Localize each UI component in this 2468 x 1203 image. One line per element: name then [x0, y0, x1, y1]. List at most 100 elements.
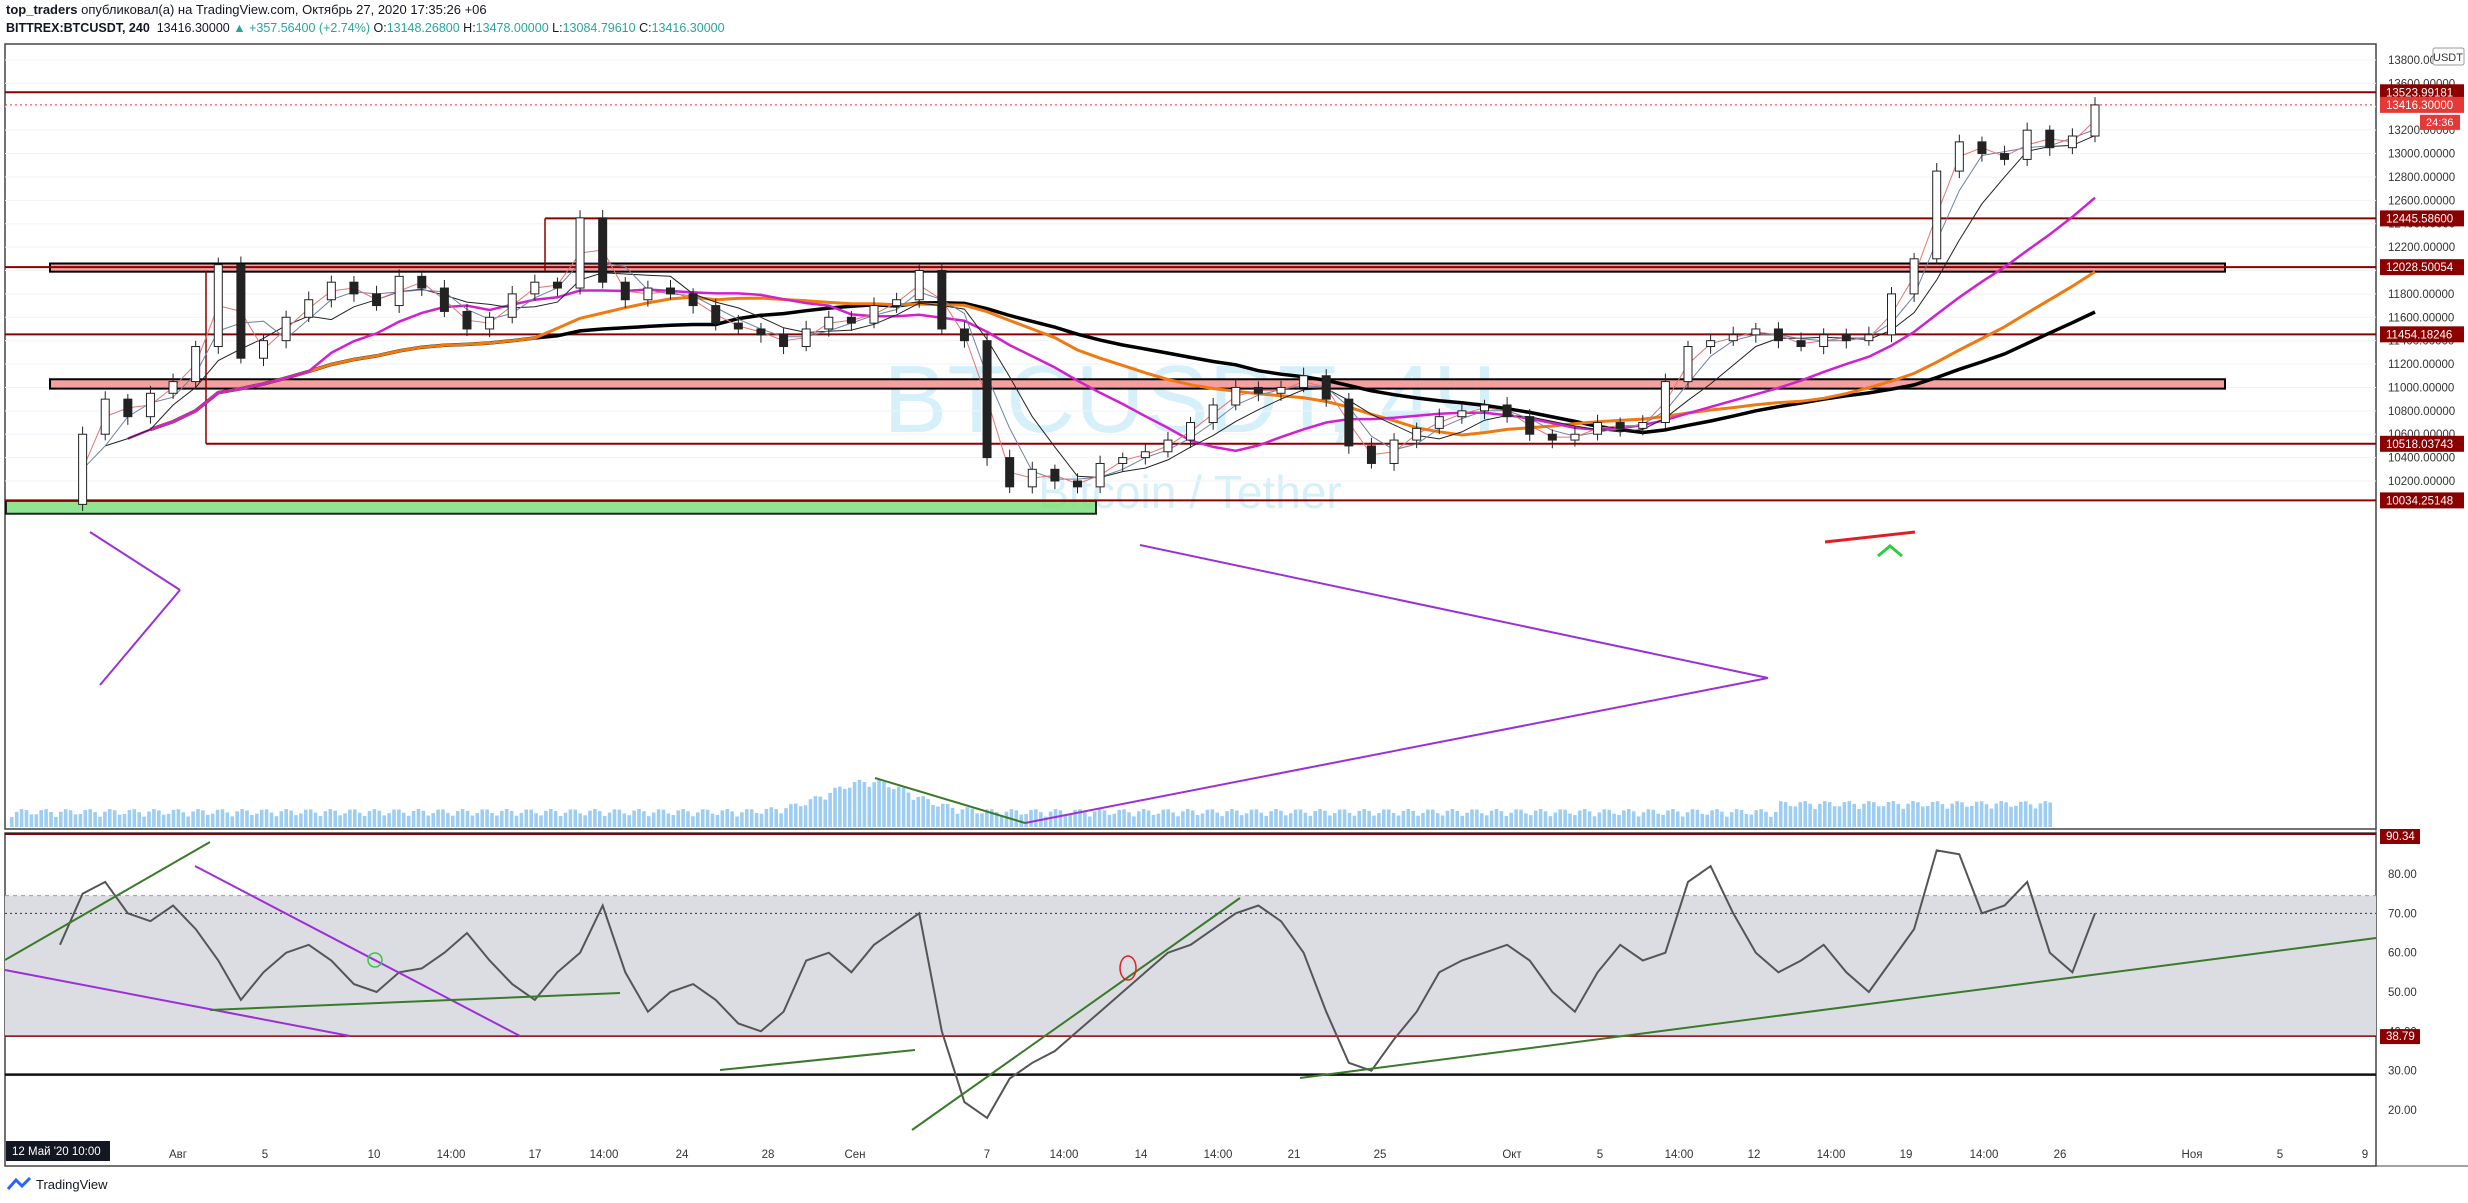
level-badge-label: 12445.58600 [2386, 213, 2453, 225]
volume-bar [583, 815, 587, 827]
price-tick-label: 13000.00000 [2388, 149, 2455, 161]
candle-body [100, 398, 110, 435]
volume-bar [916, 796, 921, 827]
volume-bar [1230, 809, 1234, 827]
candle-body [1728, 334, 1738, 342]
rsi-badge [2380, 829, 2420, 844]
volume-bar [715, 814, 720, 827]
candle-body [666, 287, 675, 295]
volume-bar [1102, 810, 1107, 827]
candle-body [326, 281, 336, 301]
volume-bar [1533, 810, 1538, 827]
rsi-trend-green [719, 1049, 916, 1071]
volume-bar [852, 782, 857, 827]
volume-bar [1509, 812, 1513, 827]
volume-bar [720, 810, 725, 827]
volume-bar [382, 815, 386, 827]
volume-bar [681, 809, 685, 827]
trend-line-red [1824, 530, 1916, 544]
volume-bar [112, 810, 117, 827]
volume-bar [1646, 809, 1651, 827]
volume-bar [1514, 809, 1518, 827]
volume-bar [1220, 816, 1224, 827]
rsi-axis[interactable]: 20.0030.0040.0050.0060.0070.0080.0038.79… [2380, 829, 2420, 1117]
candle-body [1366, 445, 1376, 464]
volume-bar [406, 815, 411, 827]
tradingview-logo[interactable]: TradingView [6, 1176, 108, 1192]
volume-bar [1117, 809, 1121, 827]
volume-bar [451, 815, 455, 827]
volume-bar [274, 816, 279, 827]
volume-bar [970, 808, 974, 827]
symbol-label[interactable]: BITTREX:BTCUSDT, 240 [6, 21, 150, 35]
volume-bar [1538, 809, 1543, 827]
rsi-band [5, 895, 2376, 1037]
currency-badge[interactable] [2432, 47, 2465, 66]
volume-bar [1239, 815, 1244, 827]
volume-bar [1666, 810, 1670, 827]
time-tick-label: Ноя [2182, 1149, 2203, 1161]
volume-bar [157, 810, 161, 827]
volume-bar [1097, 809, 1102, 827]
level-badge-label: 11454.18246 [2386, 329, 2452, 341]
volume-bar [1166, 809, 1170, 827]
volume-bar [808, 799, 813, 827]
volume-bar [588, 810, 592, 827]
volume-bar [1979, 801, 1984, 827]
volume-bar [1925, 806, 1930, 827]
volume-bar [921, 796, 925, 827]
volume-bar [607, 812, 612, 827]
volume-bar [1671, 809, 1675, 827]
volume-bar [1200, 813, 1205, 827]
candle-body [937, 270, 947, 330]
volume-bar [999, 816, 1004, 827]
time-tick-label: Сен [844, 1149, 865, 1161]
time-tick-label: 28 [762, 1149, 775, 1161]
volume-bar [1137, 811, 1141, 827]
volume-bar [1029, 809, 1033, 827]
volume-bar [931, 805, 935, 827]
candle-body [1321, 375, 1331, 400]
volume-bar [906, 792, 911, 827]
volume-bar [240, 809, 244, 827]
candle-body [123, 398, 133, 418]
volume-bar [1264, 815, 1268, 827]
candle-body [1887, 293, 1896, 336]
volume-bar [784, 808, 788, 827]
volume-bar [529, 809, 533, 827]
author-name[interactable]: top_traders [6, 2, 78, 17]
candle-body [2090, 104, 2100, 137]
volume-bar [1151, 814, 1156, 827]
price-candles [78, 97, 2100, 511]
volume-bar [2004, 802, 2008, 827]
rsi-tick-label: 70.00 [2388, 908, 2417, 920]
price-axis[interactable]: 10200.0000010400.0000010600.0000010800.0… [2380, 55, 2464, 509]
volume-bar [1406, 809, 1411, 827]
volume-bar [446, 812, 450, 827]
volume-bar [1754, 810, 1758, 827]
volume-bar [1259, 812, 1264, 827]
volume-bar [1876, 806, 1881, 827]
time-tick-label: 14 [1135, 1149, 1148, 1161]
time-tick-label: 25 [1374, 1149, 1387, 1161]
volume-bar [1367, 810, 1371, 827]
candle-body [349, 281, 359, 295]
candle-body [1638, 422, 1648, 429]
volume-bar [1073, 809, 1077, 827]
volume-bar [1945, 808, 1950, 827]
volume-bar [838, 786, 842, 827]
time-tick-label: 14:00 [437, 1149, 466, 1161]
candle-body [213, 264, 223, 348]
c-value: 13416.30000 [651, 21, 725, 35]
volume-bar [103, 811, 107, 827]
volume-bar [441, 809, 445, 827]
time-axis[interactable]: Авг 5 10 14:00 17 14:00 24 28 Сен 7 14:00 14 14:00 21… [169, 1149, 2368, 1161]
candle-body [168, 381, 178, 394]
volume-bar [1656, 813, 1660, 827]
volume-bar [63, 809, 68, 827]
volume-bar [1994, 803, 1999, 827]
volume-bar [166, 813, 171, 827]
date-badge-label: 12 Май '20 10:00 [12, 1146, 101, 1158]
volume-bar [1695, 809, 1700, 827]
